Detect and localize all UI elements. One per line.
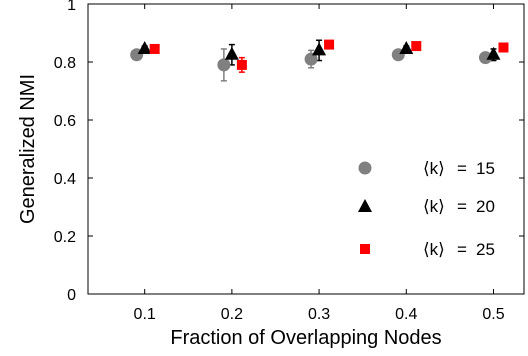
x-axis-label: Fraction of Overlapping Nodes bbox=[170, 327, 441, 349]
legend-entry-1: ⟨k⟩ = 15 bbox=[358, 159, 495, 178]
data-markers bbox=[130, 39, 509, 72]
legend-marker-triangle bbox=[358, 199, 372, 212]
y-tick-label: 0.8 bbox=[54, 55, 76, 72]
legend-k-2: ⟨k⟩ bbox=[423, 197, 445, 216]
data-point-triangle bbox=[137, 40, 152, 54]
legend-entry-3: ⟨k⟩ = 25 bbox=[360, 240, 495, 259]
legend-value-2: 20 bbox=[476, 197, 495, 216]
y-tick-label: 1 bbox=[67, 0, 76, 14]
data-point-triangle bbox=[224, 46, 239, 60]
plot-frame bbox=[87, 3, 525, 295]
data-point-triangle bbox=[486, 46, 501, 60]
data-point-triangle bbox=[399, 40, 414, 54]
legend-eq-1: = bbox=[457, 159, 467, 178]
y-tick-label: 0 bbox=[67, 287, 76, 304]
legend: ⟨k⟩ = 15 ⟨k⟩ = 20 ⟨k⟩ = 25 bbox=[358, 159, 495, 259]
x-tick-label: 0.1 bbox=[134, 306, 156, 323]
legend-value-3: 25 bbox=[476, 240, 495, 259]
data-point-square bbox=[324, 39, 335, 50]
legend-k-3: ⟨k⟩ bbox=[423, 240, 445, 259]
data-point-triangle bbox=[312, 42, 327, 56]
data-point-circle bbox=[478, 51, 492, 65]
data-point-circle bbox=[217, 58, 231, 72]
legend-marker-circle bbox=[358, 161, 372, 175]
data-point-square bbox=[149, 43, 160, 54]
legend-marker-square bbox=[360, 244, 370, 254]
y-tick-label: 0.2 bbox=[54, 229, 76, 246]
axis-ticks: 0.1 0.2 0.3 0.4 0.5 0 0.2 0.4 0.6 0.8 1 bbox=[54, 0, 524, 323]
legend-eq-2: = bbox=[457, 197, 467, 216]
legend-value-1: 15 bbox=[476, 159, 495, 178]
x-tick-label: 0.2 bbox=[221, 306, 243, 323]
legend-k-1: ⟨k⟩ bbox=[423, 159, 445, 178]
data-point-square bbox=[411, 41, 422, 52]
x-tick-label: 0.3 bbox=[308, 306, 330, 323]
y-tick-label: 0.4 bbox=[54, 171, 76, 188]
x-tick-label: 0.5 bbox=[482, 306, 504, 323]
x-tick-label: 0.4 bbox=[395, 306, 417, 323]
legend-entry-2: ⟨k⟩ = 20 bbox=[358, 197, 495, 216]
data-point-square bbox=[236, 59, 247, 70]
y-tick-label: 0.6 bbox=[54, 113, 76, 130]
y-axis-label: Generalized NMI bbox=[17, 74, 39, 224]
data-point-square bbox=[498, 42, 509, 53]
legend-eq-3: = bbox=[457, 240, 467, 259]
data-point-circle bbox=[304, 52, 318, 66]
